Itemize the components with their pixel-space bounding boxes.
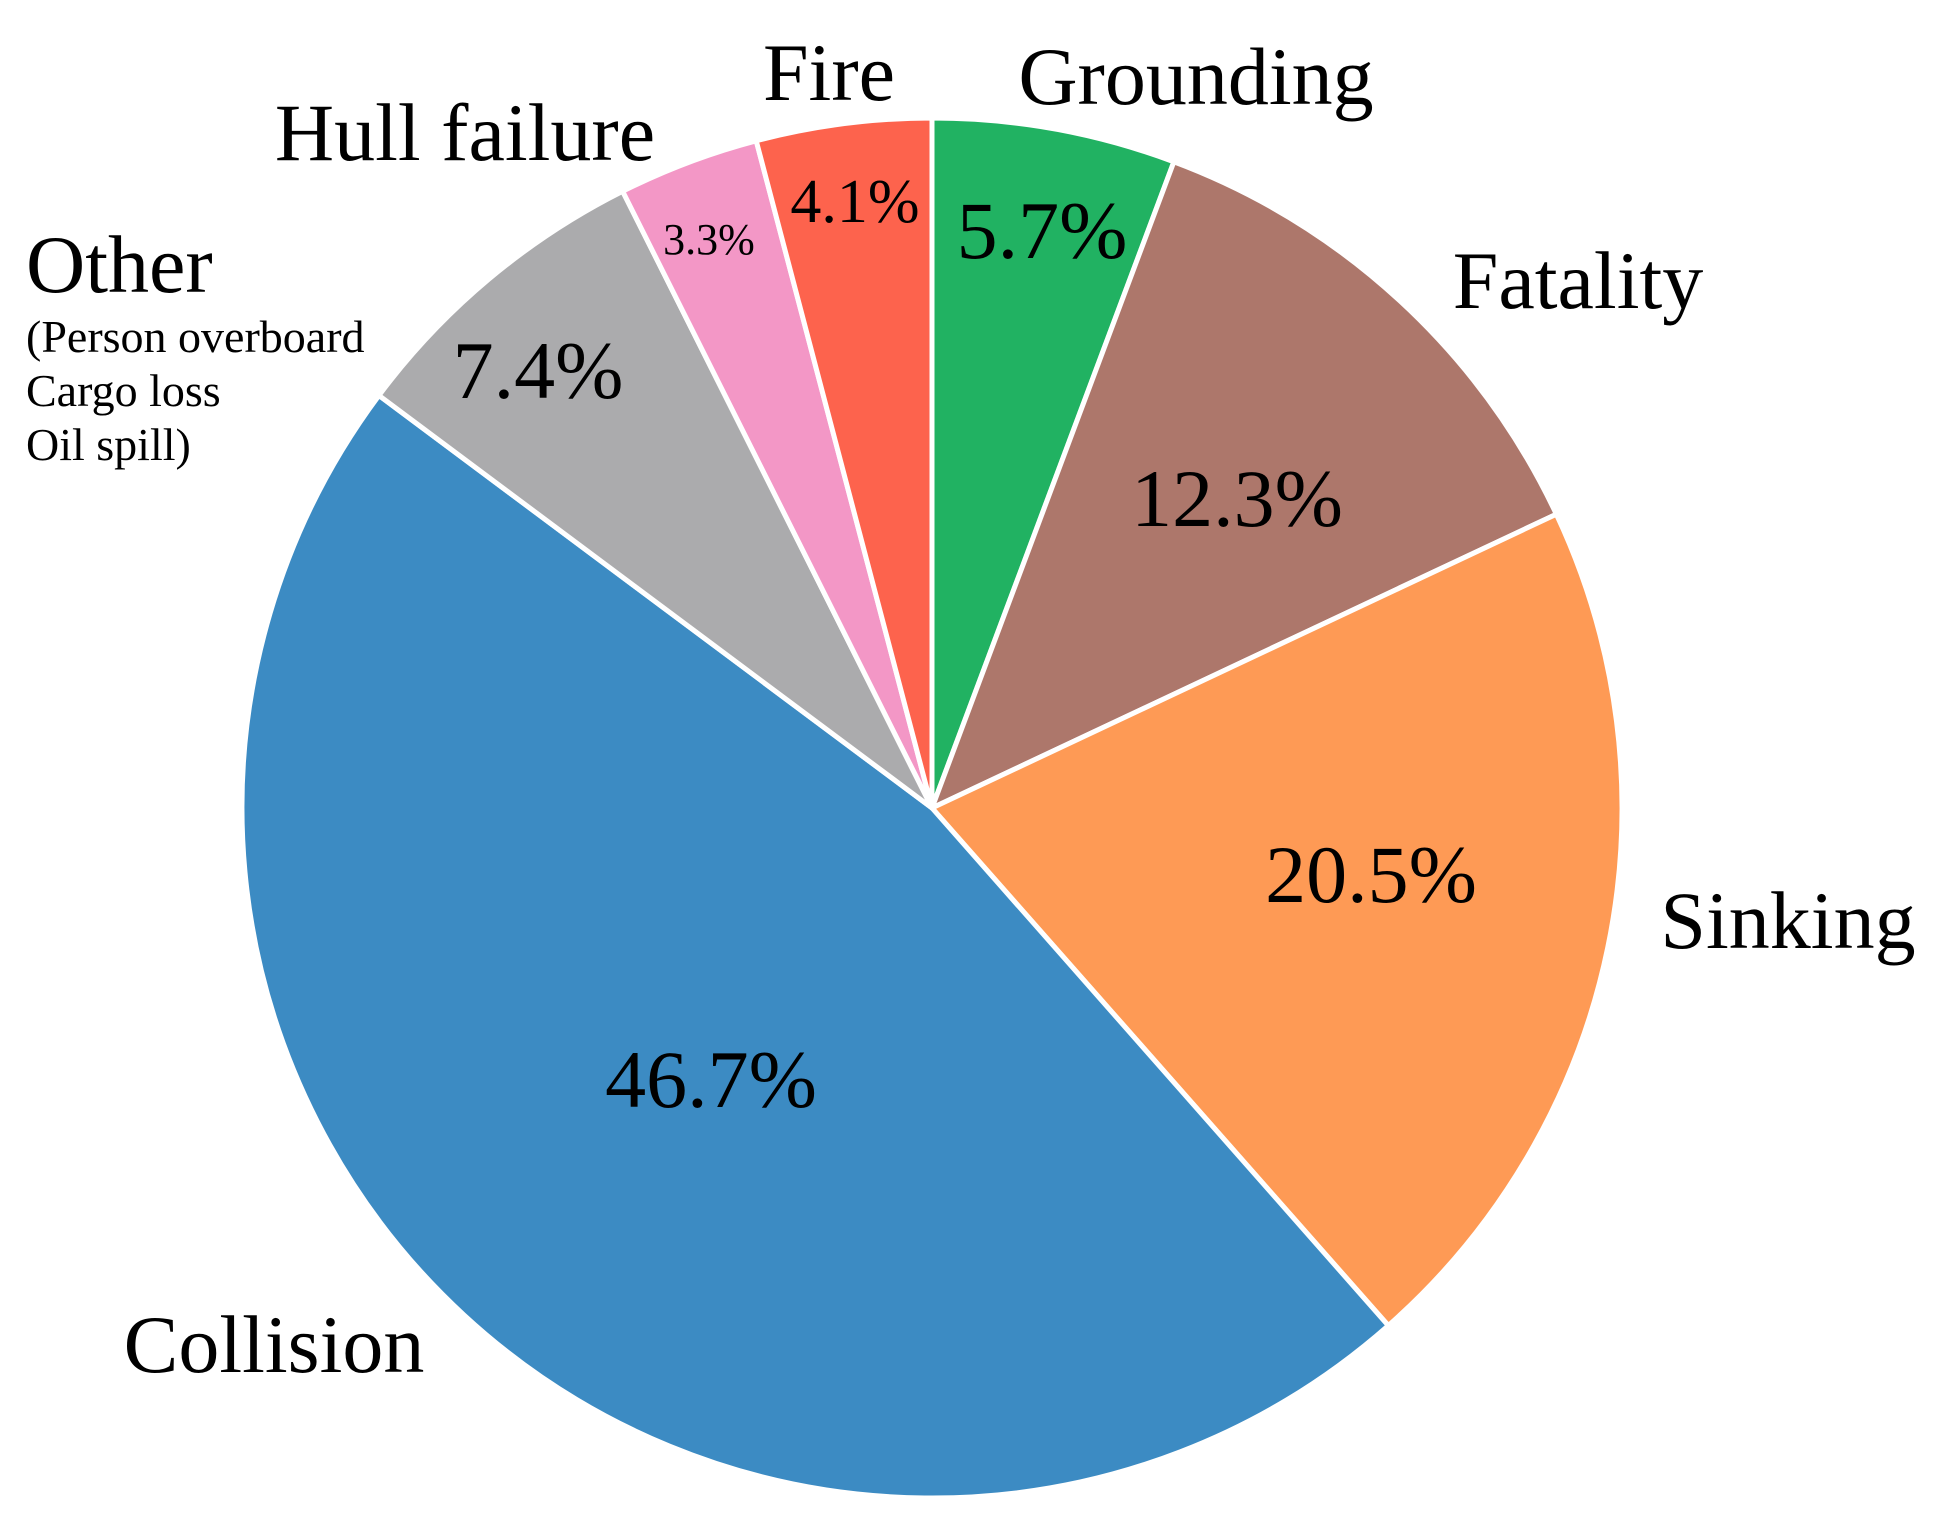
pie-slice-fire (753, 115, 935, 811)
value-label-sinking: 20.5% (1265, 829, 1477, 920)
value-label-hull-failure: 3.3% (663, 215, 755, 264)
pie-slices (239, 115, 1625, 1501)
category-sublabel-other-line-2: Cargo loss (26, 365, 221, 416)
pie-slice-collision (239, 392, 1391, 1501)
value-label-fatality: 12.3% (1131, 453, 1343, 544)
category-label-fire: Fire (763, 27, 895, 118)
category-label-sinking: Sinking (1660, 875, 1915, 966)
value-label-grounding: 5.7% (957, 185, 1128, 276)
category-label-fatality: Fatality (1453, 235, 1704, 326)
category-label-grounding: Grounding (1018, 31, 1373, 122)
pie-slice-other (376, 188, 935, 811)
value-label-other: 7.4% (453, 325, 624, 416)
value-label-collision: 46.7% (605, 1034, 817, 1125)
category-sublabel-other-line-1: (Person overboard (26, 311, 365, 362)
category-label-hull-failure: Hull failure (275, 87, 655, 178)
value-label-fire: 4.1% (790, 168, 919, 236)
pie-slice-fatality (929, 159, 1559, 811)
pie-slice-grounding (929, 115, 1177, 811)
pie-slice-sinking (929, 511, 1625, 1329)
category-sublabel-other-line-3: Oil spill) (26, 419, 191, 470)
category-label-other: Other (26, 219, 213, 310)
category-label-collision: Collision (124, 1299, 425, 1390)
